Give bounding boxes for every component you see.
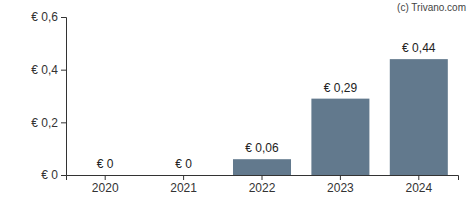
data-label: € 0,44 bbox=[402, 41, 436, 55]
bar bbox=[76, 175, 134, 176]
chart: € 0 € 0,2 € 0,4 € 0,6 2020 2021 2022 2023 2024 € … bbox=[0, 0, 470, 200]
x-tick: 2021 bbox=[170, 175, 197, 195]
data-label: € 0,06 bbox=[245, 141, 279, 155]
y-axis: € 0 € 0,2 € 0,4 € 0,6 bbox=[31, 10, 66, 182]
data-label: € 0 bbox=[175, 157, 192, 171]
x-tick-label: 2022 bbox=[249, 181, 276, 195]
x-tick: 2022 bbox=[249, 175, 276, 195]
y-tick-mark bbox=[61, 17, 66, 18]
bars bbox=[233, 59, 448, 175]
y-tick: € 0 bbox=[41, 168, 66, 182]
y-tick: € 0,6 bbox=[31, 10, 66, 24]
x-tick-label: 2023 bbox=[327, 181, 354, 195]
x-tick: 2024 bbox=[405, 175, 432, 195]
y-tick-mark bbox=[61, 175, 66, 176]
data-label: € 0 bbox=[97, 157, 114, 171]
y-tick-label: € 0,6 bbox=[31, 10, 58, 24]
x-axis: 2020 2021 2022 2023 2024 bbox=[67, 175, 459, 195]
x-tick-label: 2021 bbox=[170, 181, 197, 195]
x-tick-mark bbox=[262, 175, 263, 180]
y-tick: € 0,4 bbox=[31, 63, 66, 77]
y-tick-label: € 0 bbox=[41, 168, 58, 182]
y-tick-label: € 0,2 bbox=[31, 116, 58, 130]
x-tick-mark bbox=[340, 175, 341, 180]
x-axis-line bbox=[67, 176, 459, 181]
data-labels: € 0 € 0 € 0,06 € 0,29 € 0,44 bbox=[97, 41, 436, 171]
x-tick-label: 2024 bbox=[405, 181, 432, 195]
y-tick-label: € 0,4 bbox=[31, 63, 58, 77]
y-tick-mark bbox=[61, 70, 66, 71]
y-axis-line bbox=[61, 18, 67, 176]
bar bbox=[233, 159, 291, 175]
annotation: (c) Trivano.com bbox=[397, 2, 466, 13]
x-tick-mark bbox=[418, 175, 419, 180]
bar bbox=[390, 59, 448, 175]
x-tick-mark bbox=[183, 175, 184, 180]
x-tick: 2020 bbox=[92, 175, 119, 195]
x-tick: 2023 bbox=[327, 175, 354, 195]
bar bbox=[155, 175, 213, 176]
data-label: € 0,29 bbox=[324, 81, 358, 95]
y-tick: € 0,2 bbox=[31, 116, 66, 130]
bar bbox=[311, 99, 369, 175]
x-tick-label: 2020 bbox=[92, 181, 119, 195]
y-tick-mark bbox=[61, 122, 66, 123]
x-tick-mark bbox=[105, 175, 106, 180]
plot: € 0 € 0,2 € 0,4 € 0,6 2020 2021 2022 2023 2024 € … bbox=[31, 10, 458, 194]
